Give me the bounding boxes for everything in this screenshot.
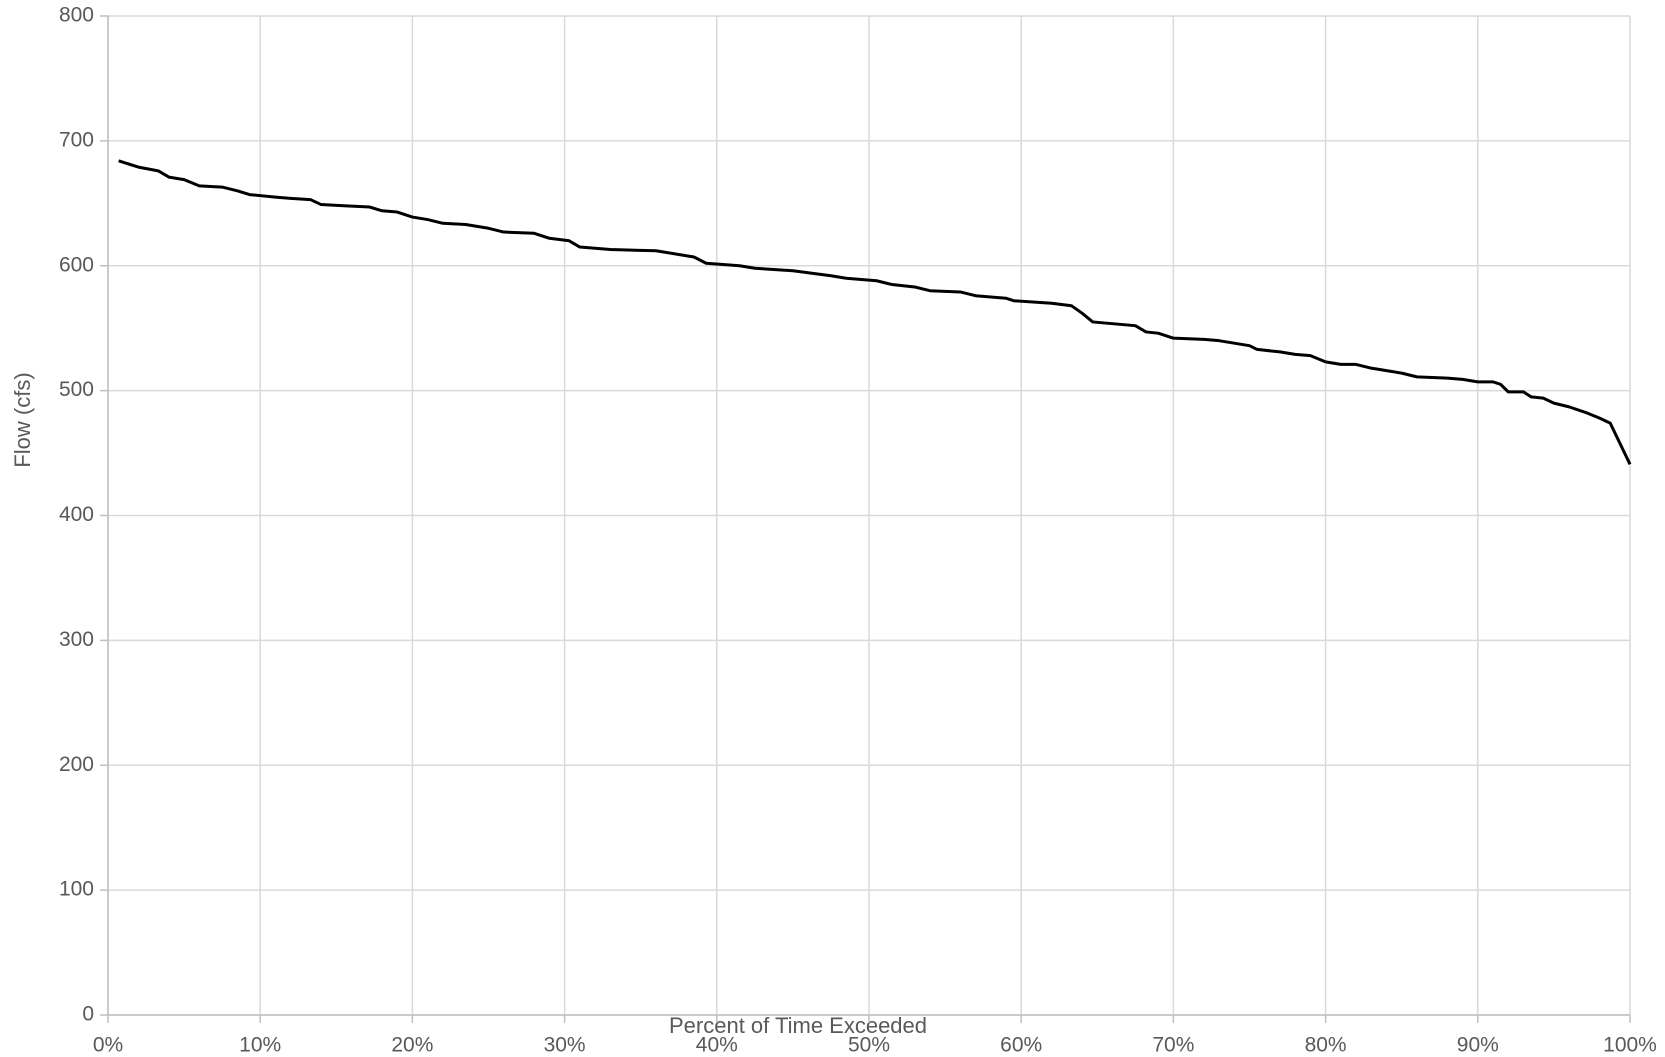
y-tick-label: 700 [59, 128, 94, 151]
x-tick-label: 10% [239, 1034, 281, 1057]
y-tick-label: 300 [59, 628, 94, 651]
y-tick-label: 200 [59, 753, 94, 776]
y-axis-title: Flow (cfs) [10, 372, 35, 467]
y-tick-label: 400 [59, 503, 94, 526]
x-tick-label: 100% [1603, 1034, 1657, 1057]
y-tick-label: 800 [59, 4, 94, 27]
x-tick-label: 60% [1000, 1034, 1042, 1057]
y-tick-label: 0 [82, 1003, 94, 1026]
data-line [118, 159, 1632, 465]
y-tick-label: 600 [59, 253, 94, 276]
x-tick-label: 30% [544, 1034, 586, 1057]
x-tick-label: 90% [1457, 1034, 1499, 1057]
y-tick-label: 500 [59, 378, 94, 401]
y-tick-label: 100 [59, 878, 94, 901]
x-tick-label: 0% [93, 1034, 123, 1057]
x-tick-label: 70% [1152, 1034, 1194, 1057]
x-tick-label: 20% [391, 1034, 433, 1057]
x-tick-label: 50% [848, 1034, 890, 1057]
x-axis-title: Percent of Time Exceeded [669, 1013, 927, 1038]
x-tick-label: 40% [696, 1034, 738, 1057]
x-tick-label: 80% [1305, 1034, 1347, 1057]
